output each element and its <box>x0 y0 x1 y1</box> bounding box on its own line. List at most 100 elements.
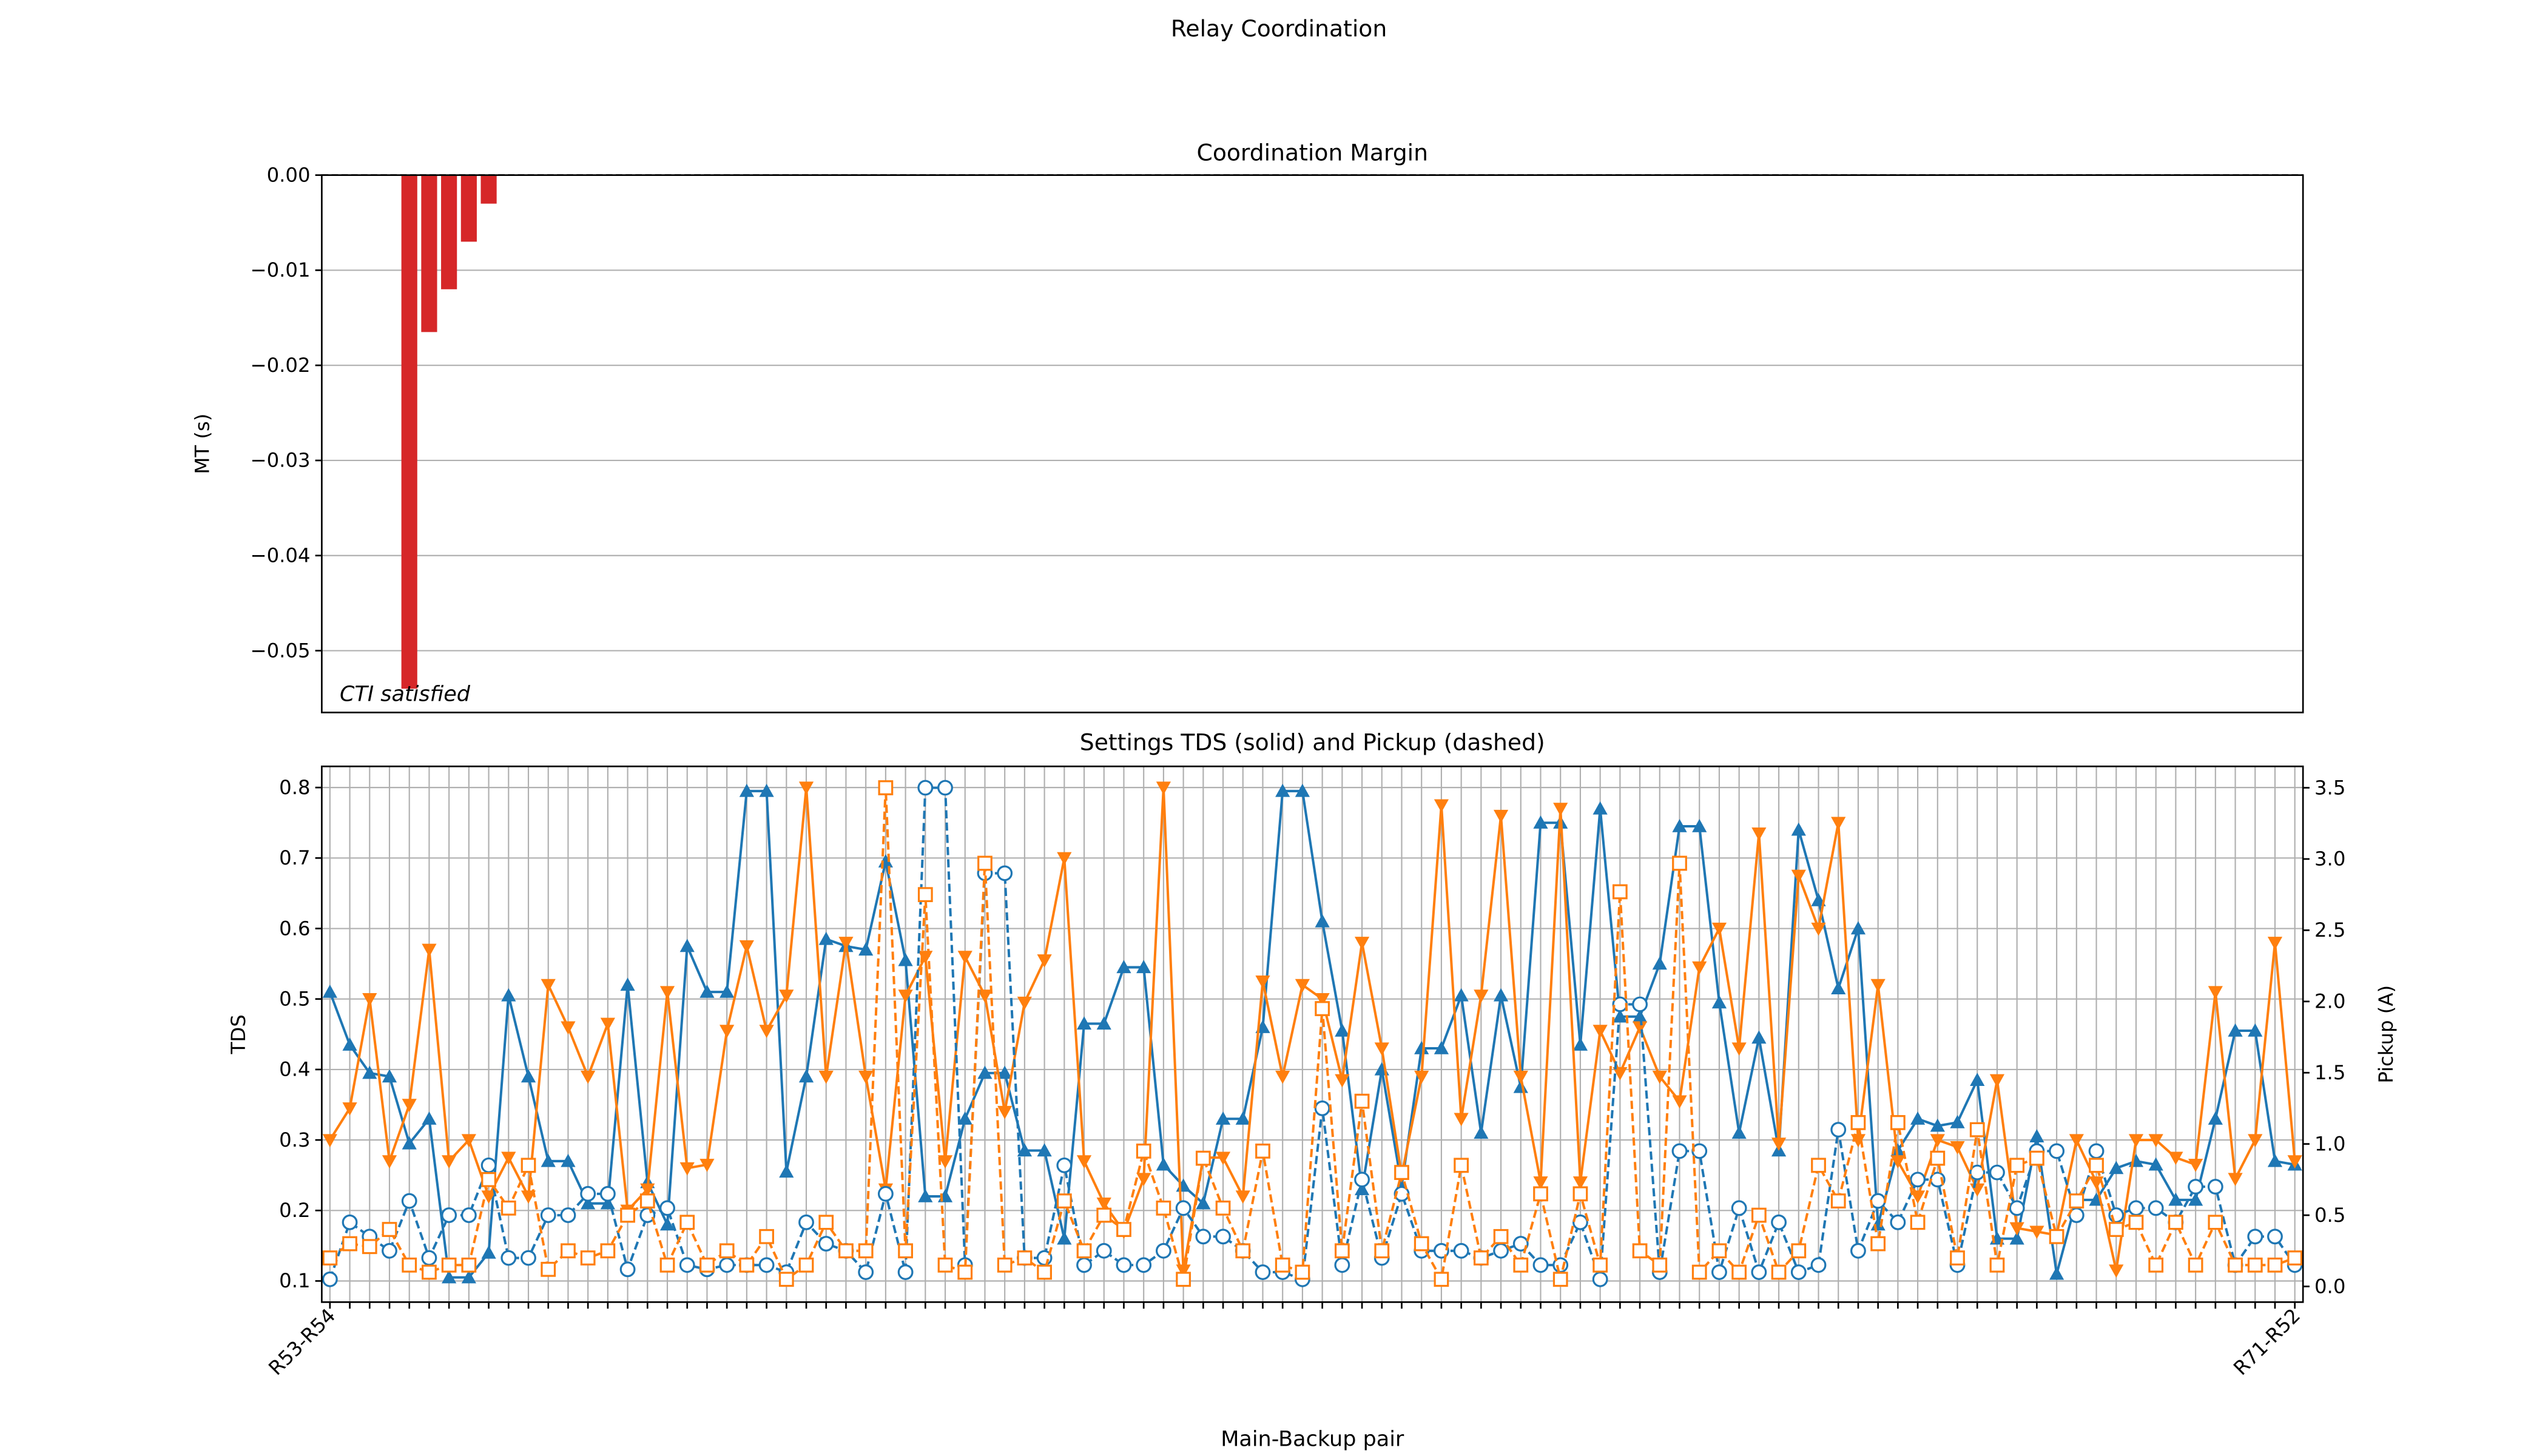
marker <box>2089 1176 2104 1190</box>
marker <box>1691 1264 1707 1280</box>
marker <box>1572 1037 1588 1051</box>
marker <box>1711 1264 1727 1280</box>
marker <box>798 781 814 795</box>
marker <box>1354 1171 1370 1188</box>
marker <box>382 1069 397 1083</box>
marker <box>898 1243 913 1259</box>
marker <box>422 1111 437 1125</box>
marker <box>1156 781 1171 795</box>
marker <box>422 943 437 957</box>
y-tick-label: 0.6 <box>279 917 310 940</box>
marker <box>779 989 794 1003</box>
y-tick-label: 0.8 <box>279 776 310 799</box>
marker <box>560 1207 576 1224</box>
marker <box>1890 1143 1906 1157</box>
bar <box>441 175 457 289</box>
marker <box>1414 1070 1429 1084</box>
marker <box>2128 1215 2144 1230</box>
marker <box>1295 979 1310 993</box>
marker <box>461 1270 476 1284</box>
marker <box>2267 1228 2283 1245</box>
marker <box>1632 1021 1648 1035</box>
marker <box>322 1271 338 1287</box>
marker <box>480 1157 497 1173</box>
marker <box>1791 869 1806 883</box>
marker <box>1215 1228 1231 1245</box>
marker <box>2089 1158 2104 1173</box>
marker <box>382 1155 397 1169</box>
marker <box>362 993 377 1006</box>
marker <box>1572 1214 1588 1230</box>
marker <box>501 1151 516 1165</box>
marker <box>1930 1134 1945 1148</box>
y-tick-label: −0.05 <box>251 639 311 662</box>
series-line <box>329 787 2296 1283</box>
margin-chart: 0.00 −0.01 −0.02 −0.03 −0.04 −0.05 Coordinatio… <box>191 139 2304 713</box>
y2-tick-label: 1.0 <box>2314 1132 2345 1155</box>
y-tick-label: −0.01 <box>251 258 311 281</box>
marker <box>620 1207 635 1223</box>
marker <box>818 1236 834 1252</box>
marker <box>1057 852 1072 866</box>
y-tick-label: −0.04 <box>251 544 311 567</box>
marker <box>2287 1155 2302 1169</box>
marker <box>521 1069 536 1083</box>
marker <box>1076 1257 1092 1273</box>
marker <box>600 1243 616 1259</box>
marker <box>1672 818 1687 832</box>
marker <box>1057 1231 1072 1245</box>
marker <box>2128 1200 2144 1216</box>
marker <box>322 984 337 998</box>
marker <box>798 1257 814 1273</box>
marker <box>342 1236 357 1252</box>
marker <box>1354 1093 1370 1109</box>
y-tick-label: 0.00 <box>267 163 311 186</box>
marker <box>1890 1214 1906 1230</box>
marker <box>441 1207 457 1224</box>
y2-tick-label: 3.5 <box>2314 776 2345 799</box>
marker <box>401 1193 417 1209</box>
marker <box>1969 1122 1985 1138</box>
marker <box>937 1257 953 1273</box>
plot-frame <box>321 174 2304 713</box>
marker <box>1771 1214 1787 1230</box>
marker <box>1195 1228 1212 1245</box>
marker <box>898 989 913 1003</box>
marker <box>521 1250 536 1266</box>
marker <box>1474 1125 1489 1139</box>
marker <box>1493 809 1509 823</box>
marker <box>1751 1030 1767 1044</box>
marker <box>581 1070 596 1084</box>
y2-tick-label: 0.0 <box>2314 1275 2345 1298</box>
marker <box>460 1207 477 1224</box>
marker <box>1096 1197 1111 1211</box>
marker <box>699 1159 715 1172</box>
marker <box>739 1257 755 1273</box>
marker <box>1076 1243 1092 1259</box>
marker <box>977 855 993 871</box>
marker <box>1672 855 1687 871</box>
marker <box>2208 986 2223 1000</box>
marker <box>1930 1150 1946 1166</box>
series-line <box>329 787 2296 1271</box>
marker <box>1671 1143 1688 1159</box>
marker <box>500 1250 517 1266</box>
y-tick-label: 0.1 <box>279 1269 310 1292</box>
marker <box>600 1196 615 1210</box>
marker <box>1275 1070 1290 1084</box>
annotation: CTI satisfied <box>340 682 471 707</box>
marker <box>442 1270 457 1284</box>
marker <box>481 1245 496 1259</box>
y-axis-label: TDS <box>227 1014 250 1054</box>
marker <box>1890 1115 1906 1130</box>
marker <box>1434 799 1449 813</box>
marker <box>540 1207 556 1224</box>
marker <box>620 977 635 991</box>
marker <box>1235 1190 1250 1204</box>
marker <box>1454 1113 1469 1127</box>
marker <box>1552 1272 1568 1287</box>
marker <box>1533 1176 1548 1190</box>
marker <box>1493 988 1509 1002</box>
marker <box>1513 1257 1529 1273</box>
marker <box>1791 822 1806 836</box>
